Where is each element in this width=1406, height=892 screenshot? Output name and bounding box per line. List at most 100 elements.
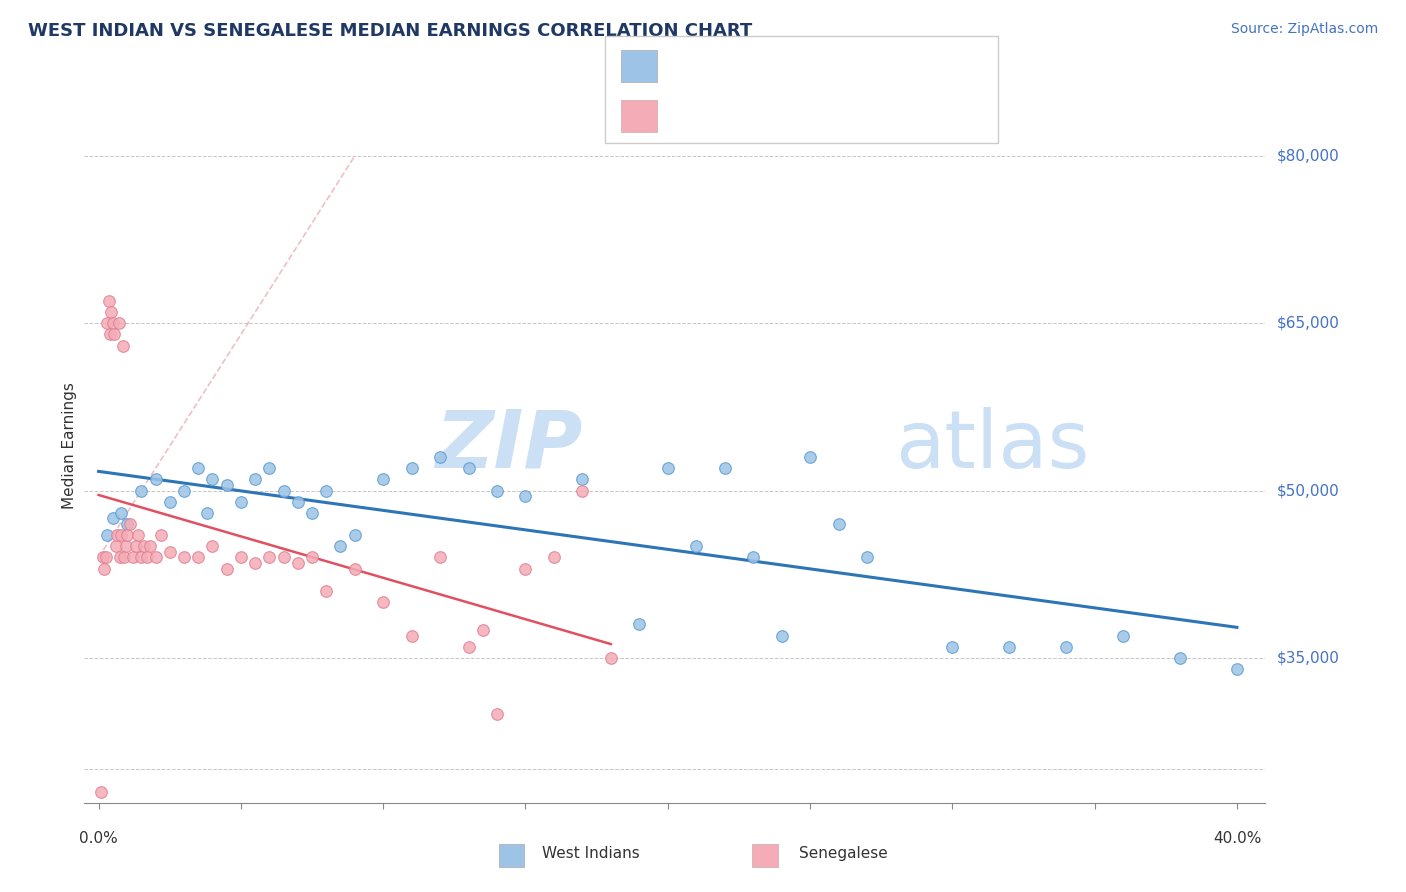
Text: $80,000: $80,000 [1277,149,1340,163]
Text: $35,000: $35,000 [1277,650,1340,665]
Point [201,539,224,553]
Point [159,545,181,559]
Point [215,562,238,576]
Text: Senegalese: Senegalese [799,846,889,861]
Point [111,338,134,352]
Point [273,550,295,565]
Point [571,483,593,498]
Point [115,528,138,542]
Point [1168,651,1191,665]
Point [159,494,181,508]
Text: 0.291: 0.291 [706,107,765,125]
Point [101,511,124,525]
Point [429,450,451,464]
Point [104,539,127,553]
Point [107,317,129,331]
Point [273,483,295,498]
Point [173,483,195,498]
Text: $65,000: $65,000 [1277,316,1340,331]
Point [315,483,337,498]
Point [401,461,423,475]
Text: atlas: atlas [896,407,1090,485]
Point [134,539,156,553]
Text: 0.0%: 0.0% [79,830,118,846]
Point [93,562,115,576]
Point [713,461,735,475]
Point [145,473,167,487]
Point [301,550,323,565]
Point [114,539,136,553]
Point [187,550,209,565]
Point [110,506,132,520]
Point [1226,662,1249,676]
Point [457,640,479,654]
Point [90,785,112,799]
Point [457,461,479,475]
Point [799,450,821,464]
Point [471,623,494,637]
Point [998,640,1021,654]
Point [118,517,141,532]
Point [91,550,114,565]
Text: West Indians: West Indians [541,846,640,861]
Point [401,628,423,642]
Point [150,528,173,542]
Point [685,539,707,553]
Point [243,473,266,487]
Text: 52: 52 [825,107,848,125]
Text: N =: N = [786,57,823,75]
Point [105,528,128,542]
Point [103,327,125,342]
Point [287,494,309,508]
Point [1054,640,1077,654]
Point [243,556,266,570]
Point [827,517,849,532]
Point [229,494,252,508]
Text: 43: 43 [825,57,849,75]
Text: Source: ZipAtlas.com: Source: ZipAtlas.com [1230,22,1378,37]
Point [543,550,565,565]
Text: WEST INDIAN VS SENEGALESE MEDIAN EARNINGS CORRELATION CHART: WEST INDIAN VS SENEGALESE MEDIAN EARNING… [28,22,752,40]
Point [515,562,537,576]
Point [1112,628,1135,642]
Point [94,550,117,565]
Point [329,539,352,553]
Point [343,528,366,542]
Point [301,506,323,520]
Point [515,489,537,503]
Text: $50,000: $50,000 [1277,483,1340,498]
Point [599,651,621,665]
Point [110,528,132,542]
Point [139,539,162,553]
Point [129,483,152,498]
Text: N =: N = [786,107,823,125]
Point [98,327,121,342]
Text: -0.317: -0.317 [706,57,765,75]
Point [485,706,508,721]
Point [429,550,451,565]
Point [373,595,395,609]
Point [343,562,366,576]
Point [229,550,252,565]
Point [127,528,149,542]
Point [108,550,131,565]
Point [259,550,281,565]
Point [97,293,120,308]
Point [145,550,167,565]
Point [136,550,159,565]
Point [373,473,395,487]
Point [121,550,143,565]
Point [856,550,879,565]
Point [100,305,122,319]
Text: 40.0%: 40.0% [1213,830,1261,846]
Point [129,550,152,565]
Point [315,583,337,598]
Point [657,461,679,475]
Point [112,550,135,565]
Point [173,550,195,565]
Point [485,483,508,498]
Y-axis label: Median Earnings: Median Earnings [62,383,77,509]
Point [770,628,793,642]
Point [215,478,238,492]
Point [115,517,138,532]
